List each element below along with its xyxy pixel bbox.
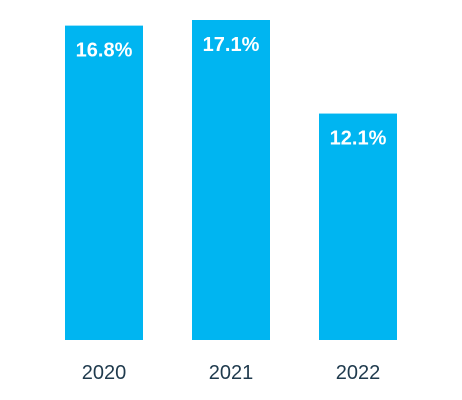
x-tick-label-2022: 2022 bbox=[336, 362, 381, 384]
x-axis-tick-labels: 2020 2021 2022 bbox=[82, 362, 381, 384]
x-tick-label-2020: 2020 bbox=[82, 362, 127, 384]
x-tick-label-2021: 2021 bbox=[209, 362, 254, 384]
bar-value-label-2020: 16.8% bbox=[76, 40, 133, 62]
bar-2021 bbox=[192, 20, 270, 340]
bars-group bbox=[65, 20, 397, 340]
bar-2022 bbox=[319, 113, 397, 340]
value-labels-group: 16.8% 17.1% 12.1% bbox=[76, 34, 387, 150]
bar-value-label-2022: 12.1% bbox=[330, 128, 387, 150]
bar-2020 bbox=[65, 25, 143, 340]
bar-value-label-2021: 17.1% bbox=[203, 34, 260, 56]
